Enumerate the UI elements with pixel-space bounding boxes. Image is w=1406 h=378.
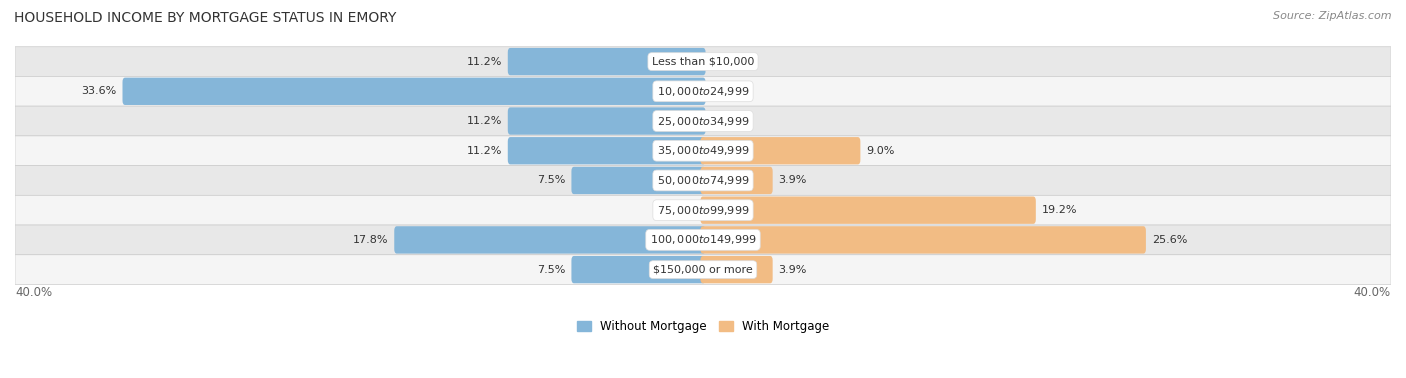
- Text: 11.2%: 11.2%: [467, 146, 502, 156]
- Text: 7.5%: 7.5%: [537, 175, 565, 186]
- Text: HOUSEHOLD INCOME BY MORTGAGE STATUS IN EMORY: HOUSEHOLD INCOME BY MORTGAGE STATUS IN E…: [14, 11, 396, 25]
- FancyBboxPatch shape: [15, 47, 1391, 76]
- Text: 7.5%: 7.5%: [537, 265, 565, 275]
- Text: $150,000 or more: $150,000 or more: [654, 265, 752, 275]
- FancyBboxPatch shape: [394, 226, 706, 254]
- FancyBboxPatch shape: [15, 106, 1391, 136]
- FancyBboxPatch shape: [15, 136, 1391, 166]
- FancyBboxPatch shape: [122, 77, 706, 105]
- Text: $100,000 to $149,999: $100,000 to $149,999: [650, 233, 756, 246]
- FancyBboxPatch shape: [571, 167, 706, 194]
- Text: $50,000 to $74,999: $50,000 to $74,999: [657, 174, 749, 187]
- FancyBboxPatch shape: [15, 76, 1391, 106]
- Text: 0.0%: 0.0%: [711, 86, 740, 96]
- FancyBboxPatch shape: [15, 225, 1391, 255]
- Text: 3.9%: 3.9%: [779, 265, 807, 275]
- FancyBboxPatch shape: [15, 255, 1391, 285]
- FancyBboxPatch shape: [508, 48, 706, 75]
- Text: $75,000 to $99,999: $75,000 to $99,999: [657, 204, 749, 217]
- Text: 40.0%: 40.0%: [1354, 286, 1391, 299]
- FancyBboxPatch shape: [700, 137, 860, 164]
- Legend: Without Mortgage, With Mortgage: Without Mortgage, With Mortgage: [576, 320, 830, 333]
- FancyBboxPatch shape: [700, 167, 773, 194]
- Text: $25,000 to $34,999: $25,000 to $34,999: [657, 115, 749, 127]
- Text: Source: ZipAtlas.com: Source: ZipAtlas.com: [1274, 11, 1392, 21]
- Text: 3.9%: 3.9%: [779, 175, 807, 186]
- Text: 25.6%: 25.6%: [1152, 235, 1187, 245]
- Text: 0.0%: 0.0%: [711, 116, 740, 126]
- Text: 9.0%: 9.0%: [866, 146, 894, 156]
- FancyBboxPatch shape: [700, 256, 773, 283]
- FancyBboxPatch shape: [508, 137, 706, 164]
- Text: 17.8%: 17.8%: [353, 235, 388, 245]
- FancyBboxPatch shape: [15, 166, 1391, 195]
- Text: $10,000 to $24,999: $10,000 to $24,999: [657, 85, 749, 98]
- FancyBboxPatch shape: [508, 107, 706, 135]
- Text: 40.0%: 40.0%: [15, 286, 52, 299]
- FancyBboxPatch shape: [15, 195, 1391, 225]
- Text: 0.0%: 0.0%: [711, 57, 740, 67]
- Text: 0.0%: 0.0%: [666, 205, 695, 215]
- FancyBboxPatch shape: [571, 256, 706, 283]
- Text: 33.6%: 33.6%: [82, 86, 117, 96]
- FancyBboxPatch shape: [700, 197, 1036, 224]
- Text: Less than $10,000: Less than $10,000: [652, 57, 754, 67]
- Text: $35,000 to $49,999: $35,000 to $49,999: [657, 144, 749, 157]
- Text: 11.2%: 11.2%: [467, 57, 502, 67]
- Text: 19.2%: 19.2%: [1042, 205, 1077, 215]
- FancyBboxPatch shape: [700, 226, 1146, 254]
- Text: 11.2%: 11.2%: [467, 116, 502, 126]
